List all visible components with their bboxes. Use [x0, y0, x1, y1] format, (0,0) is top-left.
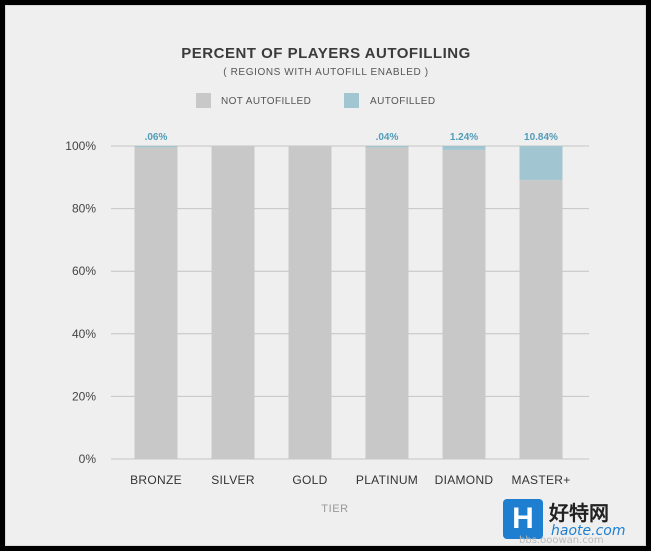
- data-labels: .06% .04% 1.24% 10.84%: [145, 132, 558, 143]
- legend-label-autofilled: AUTOFILLED: [370, 96, 436, 107]
- bar-autofilled-master: [519, 146, 563, 180]
- chart-svg: PERCENT OF PLAYERS AUTOFILLING ( REGIONS…: [65, 45, 589, 515]
- bar-autofilled-diamond: [442, 146, 486, 150]
- bar-not-autofilled-diamond: [442, 149, 486, 459]
- bar-not-autofilled-master: [519, 179, 563, 459]
- bar-not-autofilled-platinum: [365, 146, 409, 460]
- data-label: 10.84%: [524, 132, 558, 143]
- bar-autofilled-bronze: [134, 146, 178, 148]
- bar-not-autofilled-gold: [288, 146, 332, 459]
- watermark-en-text: haote.com: [551, 523, 626, 539]
- data-label: .04%: [376, 132, 399, 143]
- legend-label-not-autofilled: NOT AUTOFILLED: [221, 96, 311, 107]
- x-axis-ticks: BRONZE SILVER GOLD PLATINUM DIAMOND MASTER+: [130, 473, 570, 487]
- watermark-h-icon: H: [503, 499, 543, 539]
- chart-panel: PERCENT OF PLAYERS AUTOFILLING ( REGIONS…: [5, 5, 646, 546]
- bars: [134, 146, 563, 460]
- x-tick-label: PLATINUM: [356, 473, 418, 487]
- y-tick-label: 0%: [79, 452, 97, 466]
- x-tick-label: GOLD: [292, 473, 327, 487]
- chart-subtitle: ( REGIONS WITH AUTOFILL ENABLED ): [223, 67, 428, 78]
- legend-swatch-not-autofilled: [196, 93, 211, 108]
- x-tick-label: MASTER+: [511, 473, 570, 487]
- bar-not-autofilled-silver: [211, 146, 255, 459]
- bar-autofilled-platinum: [365, 146, 409, 148]
- y-tick-label: 20%: [72, 389, 96, 403]
- legend-swatch-autofilled: [344, 93, 359, 108]
- y-tick-label: 60%: [72, 264, 96, 278]
- y-tick-label: 40%: [72, 327, 96, 341]
- x-tick-label: SILVER: [211, 473, 255, 487]
- y-tick-label: 80%: [72, 202, 96, 216]
- watermark-logo: H 好特网 haote.com bbs.ooowan.com: [499, 495, 649, 547]
- watermark-url: bbs.ooowan.com: [519, 535, 604, 546]
- y-tick-label: 100%: [65, 139, 96, 153]
- x-tick-label: DIAMOND: [435, 473, 494, 487]
- x-axis-label: TIER: [321, 503, 348, 515]
- legend: NOT AUTOFILLED AUTOFILLED: [196, 93, 436, 108]
- chart-title: PERCENT OF PLAYERS AUTOFILLING: [181, 45, 470, 62]
- bar-not-autofilled-bronze: [134, 146, 178, 459]
- grid: 0% 20% 40% 60% 80% 100%: [65, 139, 589, 466]
- watermark-cn-text: 好特网: [549, 501, 609, 525]
- data-label: .06%: [145, 132, 168, 143]
- data-label: 1.24%: [450, 132, 478, 143]
- x-tick-label: BRONZE: [130, 473, 182, 487]
